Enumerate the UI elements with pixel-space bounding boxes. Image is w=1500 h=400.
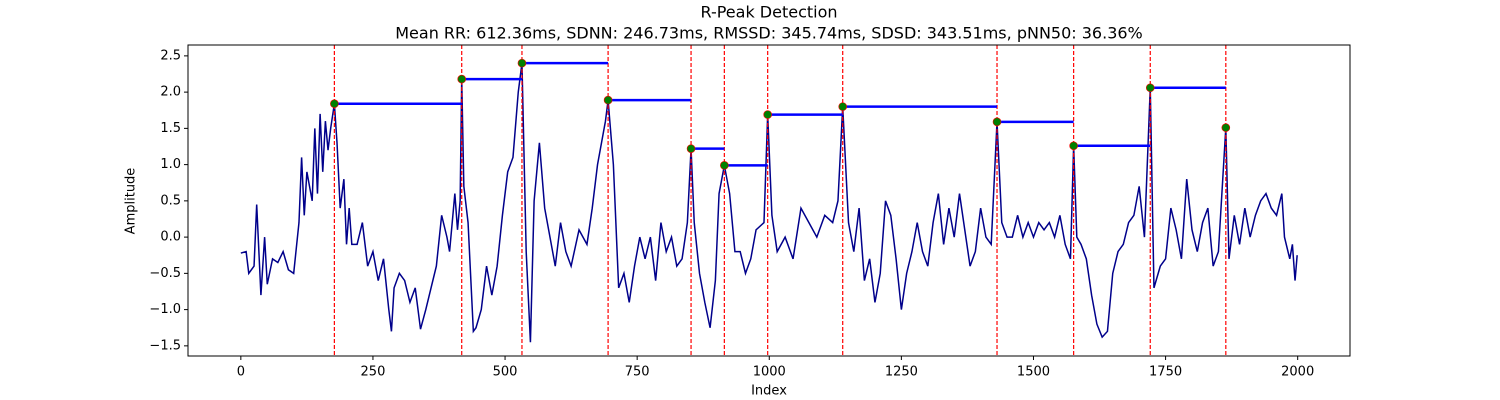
chart-title: R-Peak Detection	[700, 3, 837, 22]
y-tick-label: 0.0	[160, 230, 181, 245]
y-tick-label: 0.5	[160, 193, 181, 208]
r-peak	[517, 58, 527, 68]
y-tick-label: 2.5	[160, 48, 181, 63]
r-peak	[720, 161, 729, 170]
chart-subtitle: Mean RR: 612.36ms, SDNN: 246.73ms, RMSSD…	[395, 24, 1143, 43]
signal-line	[240, 63, 1298, 343]
x-tick-label: 1250	[885, 365, 918, 380]
x-tick-label: 250	[361, 365, 386, 380]
r-peak	[1145, 83, 1155, 93]
y-tick-label: 2.0	[160, 85, 181, 100]
x-tick-label: 1750	[1149, 365, 1182, 380]
x-tick-label: 1000	[753, 365, 786, 380]
x-tick-label: 2000	[1281, 365, 1314, 380]
x-tick-label: 0	[237, 365, 245, 380]
plot-frame	[187, 44, 1351, 357]
r-peak	[603, 95, 613, 105]
r-peak	[1221, 123, 1231, 132]
y-tick-label: −0.5	[149, 266, 181, 281]
r-peak	[992, 117, 1002, 127]
y-axis-label: Amplitude	[124, 168, 139, 235]
y-tick-label: −1.5	[149, 338, 181, 353]
y-tick-label: 1.0	[160, 157, 181, 172]
x-tick-label: 1500	[1017, 365, 1050, 380]
y-tick-label: 1.5	[160, 121, 181, 136]
x-tick-label: 500	[493, 365, 518, 380]
r-peak	[763, 110, 772, 119]
x-axis-label: Index	[751, 384, 787, 399]
r-peak	[330, 99, 339, 109]
r-peak	[838, 102, 848, 111]
y-tick-label: −1.0	[149, 302, 181, 317]
r-peak	[1069, 141, 1078, 151]
r-peak	[686, 144, 696, 153]
r-peak	[457, 74, 467, 84]
x-tick-label: 750	[625, 365, 650, 380]
